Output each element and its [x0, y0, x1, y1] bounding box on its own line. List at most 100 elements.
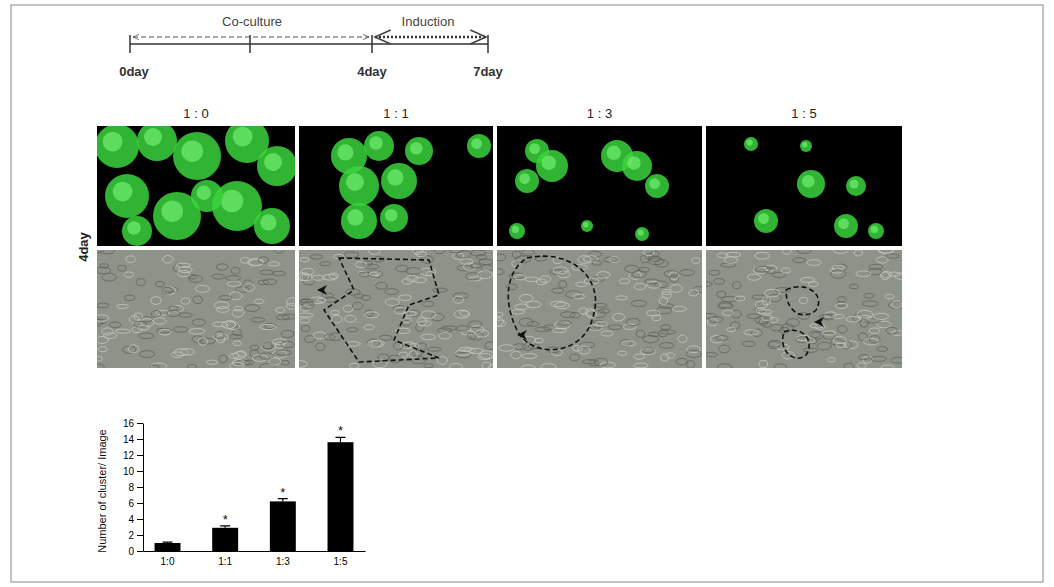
cell-texture — [317, 298, 326, 302]
cell-texture — [453, 293, 468, 298]
cell-texture — [643, 348, 654, 353]
cell-texture — [299, 313, 313, 317]
cell-texture — [346, 289, 360, 295]
cell-texture — [809, 331, 820, 338]
cell-texture — [535, 338, 544, 342]
y-tick-mark — [137, 423, 143, 424]
cell-texture — [251, 318, 265, 323]
cell-texture — [260, 324, 276, 329]
cell-texture — [869, 328, 879, 333]
cell-texture — [179, 313, 192, 317]
cell-texture — [838, 326, 847, 333]
cell-texture — [536, 279, 546, 285]
cell-blob — [509, 223, 525, 239]
y-tick: 16 — [123, 418, 143, 429]
y-tick-mark — [137, 519, 143, 520]
cell-texture — [576, 282, 587, 287]
cell-blob — [339, 166, 379, 206]
cell-texture — [141, 319, 153, 327]
cell-blob — [105, 174, 149, 218]
cell-texture — [672, 306, 686, 311]
cell-texture — [752, 295, 766, 299]
cell-texture — [844, 363, 853, 368]
y-tick: 6 — [128, 498, 143, 509]
cell-texture — [608, 325, 622, 330]
cell-texture — [151, 297, 161, 305]
cell-texture — [471, 250, 486, 256]
y-tick: 0 — [128, 546, 143, 557]
y-tick-mark — [137, 487, 143, 488]
y-tick-label: 0 — [128, 546, 134, 557]
cell-blob — [97, 126, 139, 168]
cell-texture — [116, 304, 128, 308]
cell-texture — [886, 327, 897, 334]
x-tick: 1:5 — [334, 551, 348, 567]
cell-texture — [817, 342, 831, 350]
cell-texture — [709, 317, 723, 323]
cell-texture — [217, 307, 229, 313]
cell-texture — [512, 251, 521, 258]
cell-texture — [454, 310, 470, 318]
phase-arrow — [375, 36, 486, 39]
cell-blob — [846, 176, 866, 196]
cell-texture — [680, 270, 695, 276]
cell-texture — [515, 304, 529, 309]
cell-blob — [341, 203, 377, 239]
cell-texture — [276, 315, 289, 320]
timeline-tick — [129, 35, 131, 53]
cell-blob — [581, 220, 593, 232]
cell-texture — [310, 255, 322, 259]
cell-texture — [755, 301, 767, 308]
cell-blob — [542, 156, 556, 170]
cell-texture — [98, 347, 107, 352]
cell-texture — [613, 313, 625, 320]
cell-texture — [449, 250, 463, 253]
cell-texture — [134, 321, 147, 327]
cell-blob — [871, 226, 878, 233]
cell-texture — [717, 364, 731, 368]
y-tick: 12 — [123, 450, 143, 461]
cell-texture — [535, 257, 547, 261]
cell-blob — [800, 140, 812, 152]
cell-texture — [134, 313, 142, 320]
cell-texture — [831, 339, 842, 345]
cell-blob — [257, 146, 295, 186]
cell-texture — [468, 321, 482, 328]
cell-texture — [781, 268, 790, 273]
cell-texture — [469, 348, 483, 353]
cell-texture — [479, 259, 493, 265]
cell-texture — [162, 256, 173, 264]
cell-texture — [869, 336, 880, 343]
cell-texture — [231, 267, 240, 274]
cell-blob — [746, 139, 752, 145]
cell-texture — [686, 350, 701, 357]
phase-arrow — [133, 37, 369, 38]
cell-texture — [181, 298, 189, 304]
cell-texture — [512, 261, 520, 267]
cell-texture — [891, 357, 902, 363]
cell-texture — [232, 309, 244, 316]
cluster-outline — [508, 256, 595, 350]
cell-texture — [541, 364, 556, 368]
cell-blob — [754, 209, 778, 233]
cell-texture — [395, 307, 408, 314]
cell-texture — [198, 338, 207, 345]
cell-texture — [743, 341, 756, 346]
cell-texture — [689, 290, 698, 296]
cell-texture — [592, 261, 601, 266]
cell-blob — [627, 156, 641, 170]
cell-texture — [626, 318, 640, 325]
cell-blob — [221, 190, 244, 213]
cell-texture — [634, 283, 645, 290]
cell-texture — [260, 270, 274, 275]
y-axis-title: Number of cluster/ Image — [96, 429, 108, 553]
cell-texture — [636, 330, 644, 337]
fluorescence-cells — [97, 126, 295, 246]
cell-texture — [276, 308, 285, 313]
cell-blob — [838, 218, 849, 229]
cell-texture — [421, 334, 436, 340]
cell-texture — [174, 349, 188, 356]
cell-texture — [497, 254, 506, 261]
cell-texture — [150, 365, 158, 368]
cell-texture — [433, 288, 448, 292]
